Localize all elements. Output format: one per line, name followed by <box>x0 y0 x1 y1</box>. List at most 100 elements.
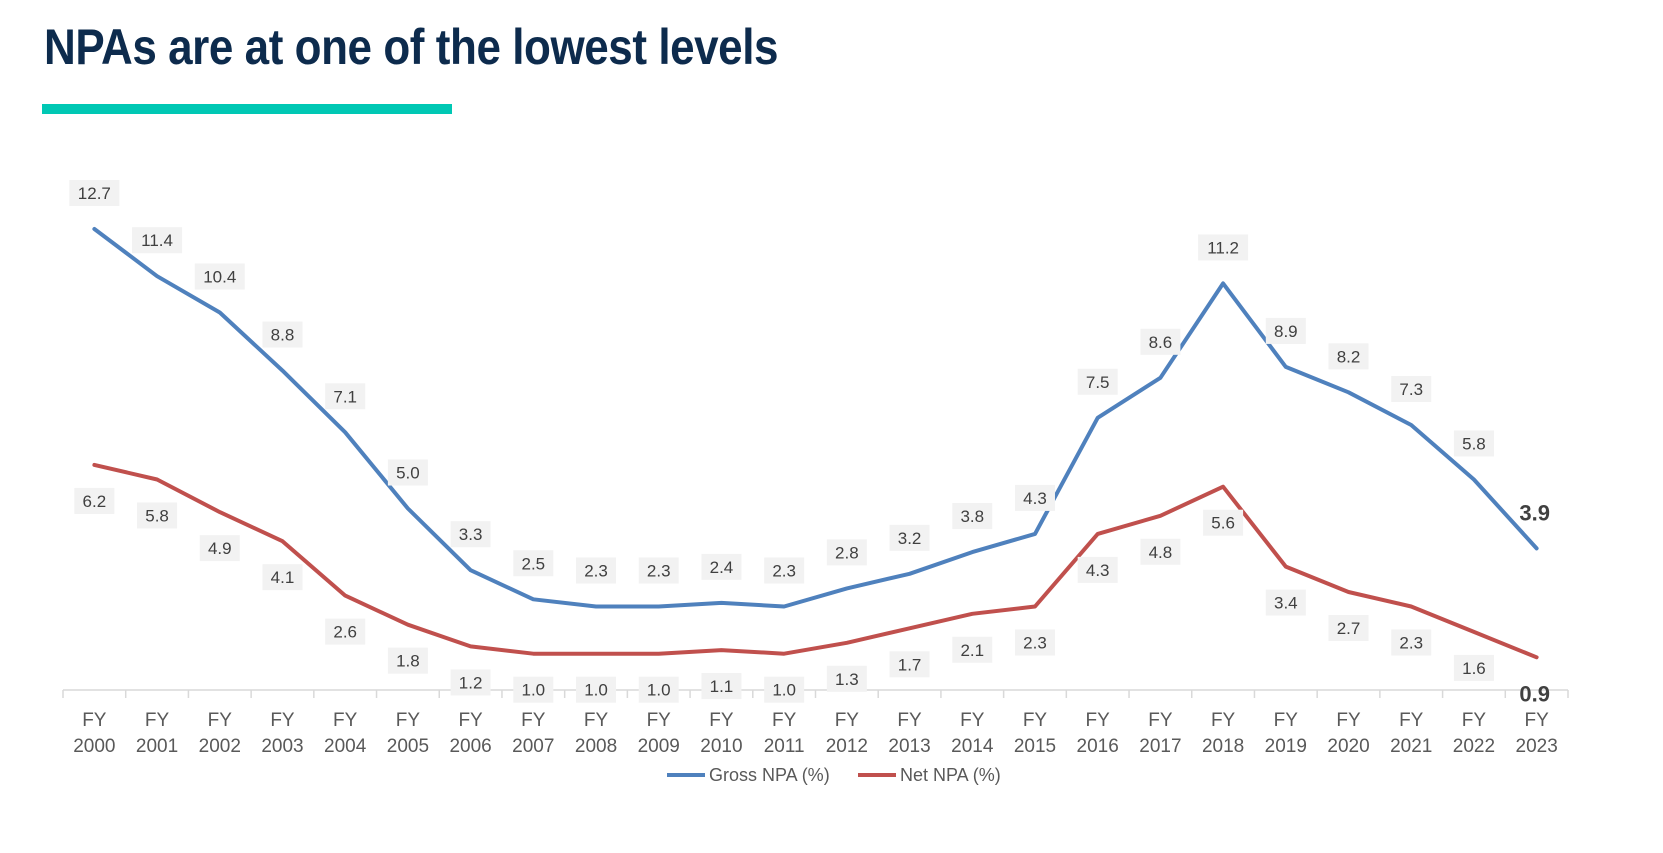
data-label-box <box>1203 509 1244 536</box>
data-label: 2.6 <box>333 623 357 642</box>
legend-label: Net NPA (%) <box>900 765 1001 785</box>
data-label: 4.1 <box>271 568 295 587</box>
x-tick-label: 2010 <box>700 736 742 757</box>
data-label: 2.5 <box>521 554 545 573</box>
data-label: 3.2 <box>898 529 922 548</box>
data-label-box <box>137 502 178 529</box>
x-tick-label: FY <box>521 710 546 731</box>
x-axis: FY 2000 FY 2001 FY 2002 FY 2003 FY 2004 FY 2005 FY 20… <box>62 689 1569 757</box>
data-label: 11.2 <box>1207 238 1239 257</box>
x-tick-label: FY <box>1525 710 1550 731</box>
title-underline <box>42 104 452 114</box>
x-tick-label: FY <box>1462 710 1487 731</box>
data-label-box <box>952 503 993 530</box>
data-label-box <box>576 676 617 703</box>
x-tick-label: FY <box>333 710 358 731</box>
x-tick-label: FY <box>835 710 860 731</box>
x-tick-label: 2015 <box>1014 736 1056 757</box>
x-tick-label: 2017 <box>1139 736 1181 757</box>
data-label: 5.0 <box>396 464 420 483</box>
data-label-box <box>1265 317 1306 344</box>
data-label-box <box>387 647 428 674</box>
data-label: 8.6 <box>1149 333 1173 352</box>
data-label: 3.4 <box>1274 594 1298 613</box>
data-labels: 12.7 11.4 10.4 8.8 7.1 5.0 3.3 2.5 2.3 2.3 2.4 2.3 2… <box>69 179 1550 706</box>
data-label-box <box>450 669 491 696</box>
data-label-box <box>638 557 679 584</box>
x-tick-label: FY <box>270 710 295 731</box>
data-label-box <box>1077 368 1118 395</box>
legend-label: Gross NPA (%) <box>709 765 830 785</box>
x-tick-label: 2011 <box>764 736 805 757</box>
data-label: 2.3 <box>772 562 796 581</box>
data-label-box <box>764 557 805 584</box>
data-label: 10.4 <box>203 267 236 286</box>
series-line-gross-npa <box>92 227 1539 609</box>
data-label: 7.1 <box>333 387 357 406</box>
series-lines <box>92 227 1539 660</box>
data-label-box <box>69 179 120 206</box>
x-tick-label: FY <box>208 710 233 731</box>
data-label-box <box>387 459 428 486</box>
data-label-box <box>1140 538 1181 565</box>
x-tick-label: 2009 <box>638 736 680 757</box>
data-label: 2.8 <box>835 543 859 562</box>
series-line-net-npa <box>92 462 1539 660</box>
x-tick-label: 2002 <box>199 736 241 757</box>
x-tick-label: 2013 <box>888 736 930 757</box>
x-tick-label: 2021 <box>1390 736 1432 757</box>
data-label: 7.3 <box>1399 380 1423 399</box>
data-label: 4.3 <box>1086 561 1110 580</box>
data-label: 3.8 <box>960 507 984 526</box>
data-label-box <box>638 676 679 703</box>
data-label-box <box>1391 629 1432 656</box>
data-label-box <box>262 564 303 591</box>
data-label-box <box>701 553 742 580</box>
data-label-box <box>826 665 867 692</box>
x-tick-label: FY <box>1023 710 1048 731</box>
data-label-box <box>576 557 617 584</box>
x-tick-label: FY <box>458 710 483 731</box>
x-tick-label: FY <box>647 710 672 731</box>
data-label: 2.3 <box>584 562 608 581</box>
x-tick-label: FY <box>1211 710 1236 731</box>
x-tick-label: FY <box>1274 710 1299 731</box>
data-label-box <box>325 618 366 645</box>
data-label-box <box>1140 328 1181 355</box>
data-label-box <box>1391 376 1432 403</box>
data-label: 11.4 <box>141 231 173 250</box>
page-title: NPAs are at one of the lowest levels <box>44 19 779 75</box>
data-label: 8.8 <box>271 326 295 345</box>
data-label-box <box>262 321 303 348</box>
data-label-box <box>1014 484 1055 511</box>
data-label-box <box>325 383 366 410</box>
x-tick-label: 2003 <box>261 736 303 757</box>
x-tick-label: 2008 <box>575 736 617 757</box>
x-tick-label: 2018 <box>1202 736 1244 757</box>
data-label-box <box>194 263 245 290</box>
data-label-box <box>952 636 993 663</box>
data-label: 5.8 <box>145 506 169 525</box>
data-label-box <box>513 676 554 703</box>
data-label: 2.4 <box>710 558 734 577</box>
x-tick-label: FY <box>145 710 170 731</box>
x-tick-label: FY <box>584 710 609 731</box>
x-tick-label: FY <box>709 710 734 731</box>
data-label-box <box>826 539 867 566</box>
data-label: 1.6 <box>1462 659 1486 678</box>
data-label: 2.7 <box>1337 619 1361 638</box>
x-tick-label: 2007 <box>512 736 554 757</box>
x-tick-label: 2001 <box>136 736 178 757</box>
legend: Gross NPA (%) Net NPA (%) <box>667 765 1001 785</box>
data-label-box <box>701 673 742 700</box>
data-label-box <box>450 521 491 548</box>
data-label: 3.3 <box>459 525 483 544</box>
data-label-box <box>132 227 183 254</box>
data-label: 1.1 <box>710 677 734 696</box>
data-label: 1.2 <box>459 673 483 692</box>
x-tick-label: FY <box>396 710 421 731</box>
x-tick-label: FY <box>1086 710 1111 731</box>
data-label-box <box>1328 614 1369 641</box>
data-label: 1.8 <box>396 652 420 671</box>
